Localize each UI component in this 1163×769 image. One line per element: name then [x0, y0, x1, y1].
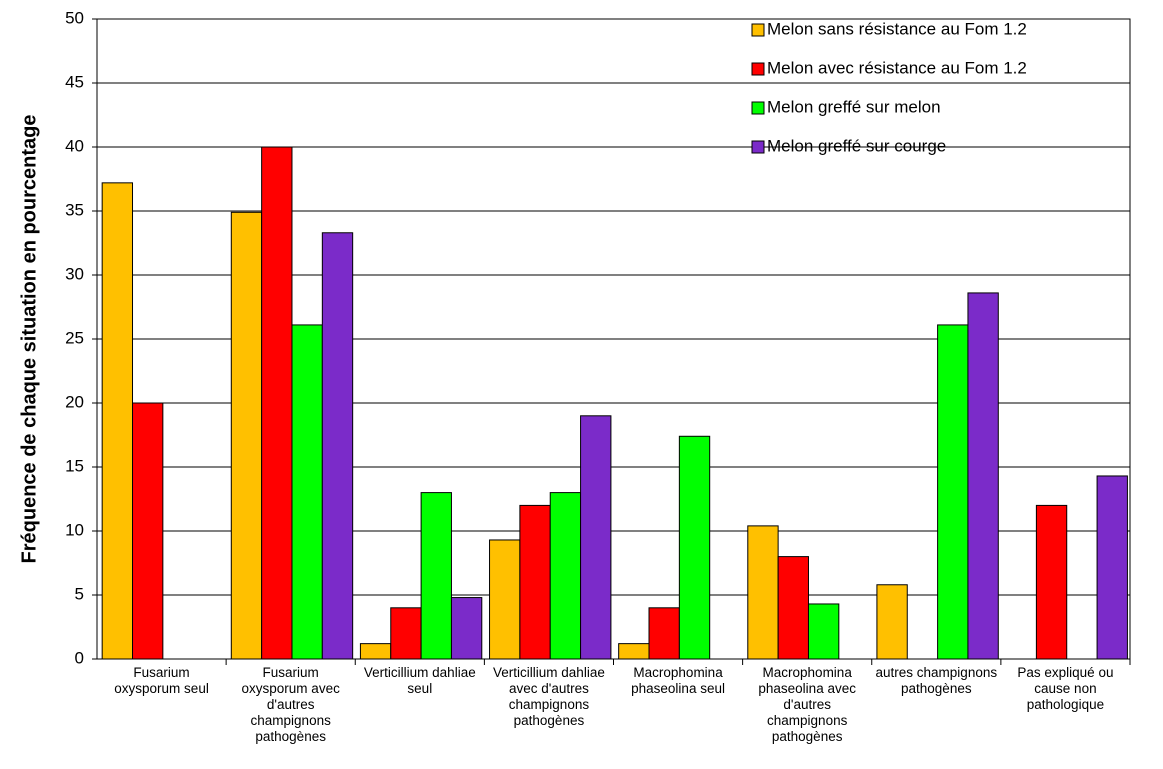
bar — [678, 435, 711, 660]
x-tick-label: autres champignons pathogènes — [875, 665, 998, 696]
legend-swatch — [751, 62, 765, 76]
bar — [230, 211, 263, 660]
y-tick-label: 10 — [65, 520, 84, 539]
y-tick-label: 15 — [65, 456, 84, 475]
bar — [580, 415, 612, 660]
legend-swatch — [751, 101, 765, 115]
y-tick-label: 0 — [75, 648, 84, 667]
bar — [261, 146, 293, 660]
bar — [648, 607, 680, 660]
x-tick-label: Verticillium dahliae avec d'autres champ… — [493, 665, 605, 728]
bar — [450, 597, 483, 660]
bar — [390, 607, 422, 660]
bar — [359, 643, 392, 660]
bar — [937, 324, 969, 660]
x-tick-label: Macrophomina phaseolina seul — [631, 665, 725, 696]
legend-swatch — [751, 140, 765, 154]
bar — [747, 525, 779, 660]
x-tick-label: Fusarium oxysporum avec d'autres champig… — [241, 665, 340, 744]
y-tick-label: 50 — [65, 8, 84, 27]
bar — [420, 492, 452, 660]
x-tick-label: Pas expliqué ou cause non pathologique — [1017, 665, 1114, 712]
x-tick-label: Verticillium dahliae seul — [363, 665, 476, 696]
y-tick-label: 20 — [65, 392, 84, 411]
bar — [321, 232, 354, 660]
bar — [777, 556, 809, 660]
x-tick-label: Fusarium oxysporum seul — [114, 665, 209, 696]
legend-label: Melon avec résistance au Fom 1.2 — [767, 58, 1027, 77]
bar — [807, 603, 840, 660]
y-tick-label: 45 — [65, 72, 84, 91]
bar — [519, 504, 551, 660]
y-tick-label: 30 — [65, 264, 84, 283]
bar — [291, 324, 323, 660]
y-tick-label: 40 — [65, 136, 84, 155]
bar — [876, 584, 908, 660]
legend-label: Melon greffé sur melon — [767, 97, 941, 116]
bar — [967, 292, 999, 660]
legend-swatch — [751, 23, 765, 37]
bar — [1035, 504, 1068, 660]
legend-label: Melon greffé sur courge — [767, 136, 946, 155]
y-axis-label: Fréquence de chaque situation en pourcen… — [18, 115, 40, 564]
bar — [132, 402, 164, 660]
y-tick-label: 5 — [75, 584, 84, 603]
x-tick-label: Macrophomina phaseolina avec d'autres ch… — [758, 665, 856, 744]
bar — [618, 643, 650, 660]
y-tick-label: 35 — [65, 200, 84, 219]
bar — [489, 539, 521, 660]
y-tick-label: 25 — [65, 328, 84, 347]
bar — [101, 182, 134, 660]
bar — [549, 492, 582, 660]
bar — [1096, 475, 1128, 660]
legend-label: Melon sans résistance au Fom 1.2 — [767, 19, 1027, 38]
